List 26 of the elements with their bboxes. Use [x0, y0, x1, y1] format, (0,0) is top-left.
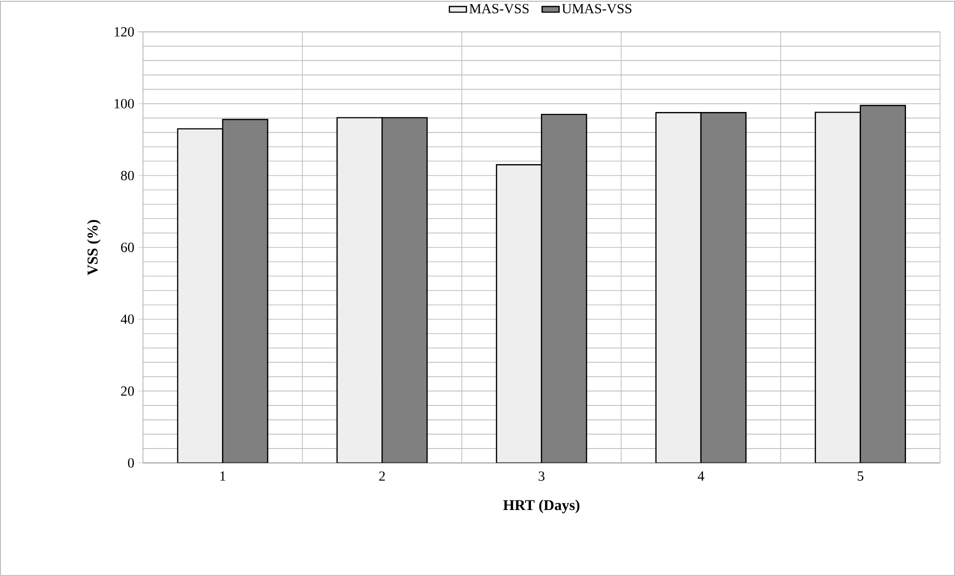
bar: [700, 112, 747, 463]
y-tick-label: 60: [121, 242, 134, 252]
bar: [222, 118, 268, 463]
bar: [540, 114, 588, 463]
y-tick-label: 40: [120, 314, 134, 324]
y-axis-title: VSS (%): [87, 220, 101, 276]
x-tick-label: 3: [538, 472, 544, 481]
legend-label: UMAS-VSS: [562, 4, 632, 14]
y-tick-label: 20: [121, 386, 134, 396]
y-tick-label: 120: [114, 27, 134, 37]
bar: [381, 117, 428, 463]
legend-label: MAS-VSS: [469, 4, 529, 14]
bar: [496, 164, 542, 463]
y-tick-label: 80: [121, 170, 134, 180]
x-tick-label: 5: [858, 472, 864, 481]
bar: [860, 104, 906, 463]
bar: [814, 112, 861, 463]
bar: [177, 128, 224, 463]
x-axis-title: HRT (Days): [503, 500, 580, 514]
x-tick-label: 4: [698, 472, 704, 481]
x-tick-label: 2: [379, 472, 385, 481]
bar: [336, 117, 383, 463]
x-tick-label: 1: [220, 472, 226, 481]
y-tick-label: 100: [114, 99, 134, 108]
bar: [655, 112, 702, 463]
y-tick-label: 0: [128, 458, 134, 468]
